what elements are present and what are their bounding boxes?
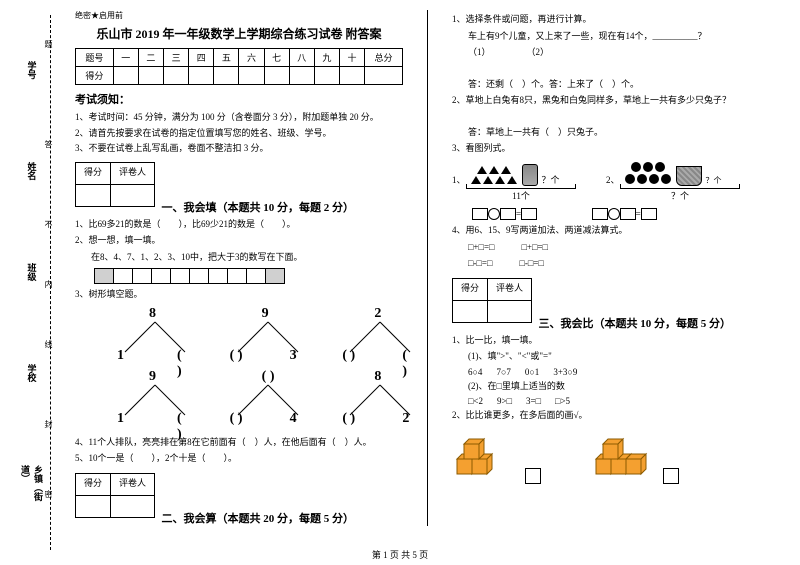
answer-boxes xyxy=(95,268,403,284)
question: 3、树形填空题。 xyxy=(75,288,403,302)
question-sub: （1） （2） xyxy=(452,46,780,60)
column-divider xyxy=(427,10,428,526)
question-sub: (2)、在□里填上适当的数 xyxy=(452,380,780,394)
question: 4、11个人排队，亮亮排在第8在它前面有（ ）人，在他后面有（ ）人。 xyxy=(75,436,403,450)
eraser-icon xyxy=(522,164,538,186)
binding-text: 线 xyxy=(43,340,54,348)
left-column: 绝密★启用前 乐山市 2019 年一年级数学上学期综合练习试卷 附答案 题号一二… xyxy=(75,10,403,526)
compare-row: 6○47○7 0○13+3○9 xyxy=(452,367,780,377)
diagram-label: ？个 xyxy=(542,173,560,186)
cubes-compare xyxy=(452,429,780,485)
question: 3、看图列式。 xyxy=(452,142,780,156)
question: 1、比一比，填一填。 xyxy=(452,334,780,348)
notice-item: 3、不要在试卷上乱写乱画，卷面不整洁扣 3 分。 xyxy=(75,142,403,155)
number-tree: 9 1 ( ) xyxy=(105,373,178,428)
number-tree: 9 ( ) 3 xyxy=(218,310,291,365)
compare-row: □<29>□ 3=□□>5 xyxy=(452,396,780,406)
page-content: 绝密★启用前 乐山市 2019 年一年级数学上学期综合练习试卷 附答案 题号一二… xyxy=(75,10,780,526)
diagram-number: 2、 xyxy=(606,173,620,186)
confidential-mark: 绝密★启用前 xyxy=(75,10,403,21)
binding-text: 密 xyxy=(43,490,54,498)
answer-line: 答：还剩（ ）个。答：上来了（ ）个。 xyxy=(452,78,780,92)
basket-icon xyxy=(676,166,702,186)
diagram-label: ？个 xyxy=(620,189,740,202)
question: 1、选择条件或问题，再进行计算。 xyxy=(452,13,780,27)
question-sub: 车上有9个儿童，又上来了一些，现在有14个，__________？ xyxy=(452,30,780,44)
score-cell: 得分 xyxy=(76,473,111,495)
section-header: 得分评卷人 三、我会比（本题共 10 分，每题 5 分） xyxy=(452,274,780,331)
sub-score-box: 得分评卷人 xyxy=(75,473,155,518)
section-header: 得分评卷人 二、我会算（本题共 20 分，每题 5 分） xyxy=(75,469,403,526)
grader-cell: 评卷人 xyxy=(111,162,155,184)
binding-text: 内 xyxy=(43,280,54,288)
score-cell: 得分 xyxy=(76,162,111,184)
question: 2、草地上白兔有8只，黑兔和白兔同样多，草地上一共有多少只兔子？ xyxy=(452,94,780,108)
number-tree: ( ) ( ) 4 xyxy=(218,373,291,428)
page-number: 第 1 页 共 5 页 xyxy=(372,548,428,561)
diagram-number: 1、 xyxy=(452,173,466,186)
sub-score-box: 得分评卷人 xyxy=(452,278,532,323)
diagram-1: 1、 ？个 11个 xyxy=(452,164,576,202)
exam-title: 乐山市 2019 年一年级数学上学期综合练习试卷 附答案 xyxy=(75,25,403,42)
question-sub: 在8、4、7、1、2、3、10中，把大于3的数写在下面。 xyxy=(75,251,403,265)
tree-row: 8 1 ( ) 9 ( ) 3 2 ( ) ( ) xyxy=(105,310,403,365)
side-label: 乡镇（街道） xyxy=(19,465,45,505)
tree-row: 9 1 ( ) ( ) ( ) 4 8 ( ) 2 xyxy=(105,373,403,428)
diagram-total: 11个 xyxy=(466,189,576,202)
notice-item: 2、请首先按要求在试卷的指定位置填写您的姓名、班级、学号。 xyxy=(75,127,403,140)
side-label: 学号 xyxy=(26,61,39,101)
sub-score-box: 得分评卷人 xyxy=(75,162,155,207)
section-header: 得分评卷人 一、我会填（本题共 10 分，每题 2 分） xyxy=(75,158,403,215)
equation-template: □-□=□ □-□=□ xyxy=(452,257,780,271)
section-title: 二、我会算（本题共 20 分，每题 5 分） xyxy=(162,513,355,525)
score-table: 题号一二三四五六七八九十总分 得分 xyxy=(75,48,403,85)
answer-line: 答：草地上一共有（ ）只兔子。 xyxy=(452,126,780,140)
grader-cell: 评卷人 xyxy=(488,278,532,300)
picture-diagrams: 1、 ？个 11个 2、 xyxy=(452,162,780,202)
notice-title: 考试须知： xyxy=(75,91,403,107)
section-title: 一、我会填（本题共 10 分，每题 2 分） xyxy=(162,202,355,214)
cubes-icon xyxy=(452,429,512,479)
equation-line: = = xyxy=(472,208,780,222)
binding-text: 答 xyxy=(43,140,54,148)
binding-text: 不 xyxy=(43,220,54,228)
score-cell: 得分 xyxy=(453,278,488,300)
question: 1、比69多21的数是（ ），比69少21的数是（ ）。 xyxy=(75,218,403,232)
binding-text: 封 xyxy=(43,420,54,428)
question-sub: (1)、填">"、"<"或"=" xyxy=(452,350,780,364)
notice-item: 1、考试时间：45 分钟，满分为 100 分（含卷面分 3 分），附加题单独 2… xyxy=(75,111,403,124)
grader-cell: 评卷人 xyxy=(111,473,155,495)
number-tree: 2 ( ) ( ) xyxy=(330,310,403,365)
section-title: 三、我会比（本题共 10 分，每题 5 分） xyxy=(539,318,732,330)
question: 4、用6、15、9写两道加法、两道减法算式。 xyxy=(452,224,780,238)
number-tree: 8 1 ( ) xyxy=(105,310,178,365)
equation-template: □+□=□ □+□=□ xyxy=(452,241,780,255)
question: 2、想一想，填一填。 xyxy=(75,234,403,248)
right-column: 1、选择条件或问题，再进行计算。 车上有9个儿童，又上来了一些，现在有14个，_… xyxy=(452,10,780,526)
checkbox[interactable] xyxy=(663,468,679,484)
side-label: 班级 xyxy=(26,263,39,303)
diagram-2: 2、 ？个 ？个 xyxy=(606,162,740,202)
binding-text: 题 xyxy=(43,40,54,48)
cubes-icon xyxy=(591,429,651,479)
question: 2、比比谁更多，在多后面的画√。 xyxy=(452,409,780,423)
side-label: 学校 xyxy=(26,364,39,404)
number-tree: 8 ( ) 2 xyxy=(330,373,403,428)
checkbox[interactable] xyxy=(525,468,541,484)
question: 5、10个一是（ ），2个十是（ ）。 xyxy=(75,452,403,466)
side-label: 姓名 xyxy=(26,162,39,202)
